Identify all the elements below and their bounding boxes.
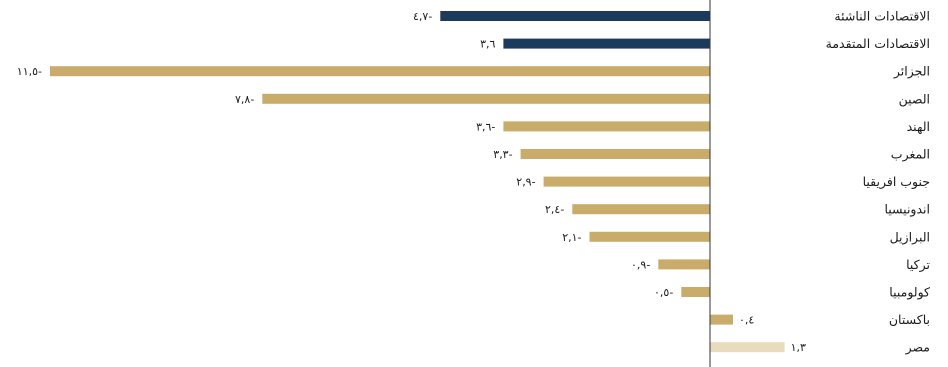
category-label: الاقتصادات الناشئة: [834, 9, 930, 24]
category-label: تركيا: [906, 257, 930, 273]
category-labels-group: الاقتصادات الناشئة الاقتصادات المتقدمة الج…: [826, 9, 931, 356]
bars-group: [50, 11, 785, 353]
bar: [589, 231, 710, 242]
data-label: ٢,٤-: [545, 203, 564, 216]
data-label: ٢,٩-: [516, 176, 535, 189]
bar: [503, 38, 710, 49]
bar: [50, 66, 710, 77]
data-label: ٣,٣-: [493, 148, 512, 161]
data-label: ١,٣: [791, 341, 806, 354]
data-label: ٤,٧-: [413, 10, 432, 23]
value-labels-group: ٤,٧- ٣,٦ ١١,٥- ٧,٨- ٣,٦- ٣,٣- ٢,٩- ٢,٤- ٢,١- ٠,٩-…: [17, 10, 806, 354]
bar: [658, 259, 710, 270]
bar: [503, 121, 710, 132]
category-label: اندونيسيا: [884, 202, 930, 218]
category-label: الاقتصادات المتقدمة: [826, 36, 930, 51]
data-label: ٣,٦: [480, 38, 495, 51]
category-label: المغرب: [891, 147, 930, 163]
bar: [543, 176, 710, 187]
category-label: جنوب افريقيا: [863, 174, 930, 190]
bar: [440, 11, 710, 21]
category-label: الجزائر: [893, 64, 930, 80]
data-label: ٣,٦-: [476, 120, 495, 133]
category-label: مصر: [905, 340, 930, 356]
data-label: ٠,٤: [739, 314, 754, 327]
data-label: ٠,٥-: [654, 286, 673, 299]
category-label: البرازيل: [890, 229, 930, 245]
data-label: ٠,٩-: [631, 258, 650, 271]
category-label: الصين: [899, 91, 930, 107]
category-label: الهند: [907, 119, 930, 135]
bar: [572, 204, 710, 215]
bar: [710, 314, 733, 325]
data-label: ٧,٨-: [235, 93, 254, 106]
data-label: ٢,١-: [562, 231, 581, 244]
bar: [520, 149, 710, 159]
category-label: باكستان: [889, 312, 930, 327]
category-label: كولومبيا: [889, 285, 930, 301]
bar: [262, 93, 710, 104]
bar: [710, 342, 785, 353]
bar: [681, 287, 710, 297]
data-label: ١١,٥-: [17, 65, 42, 78]
